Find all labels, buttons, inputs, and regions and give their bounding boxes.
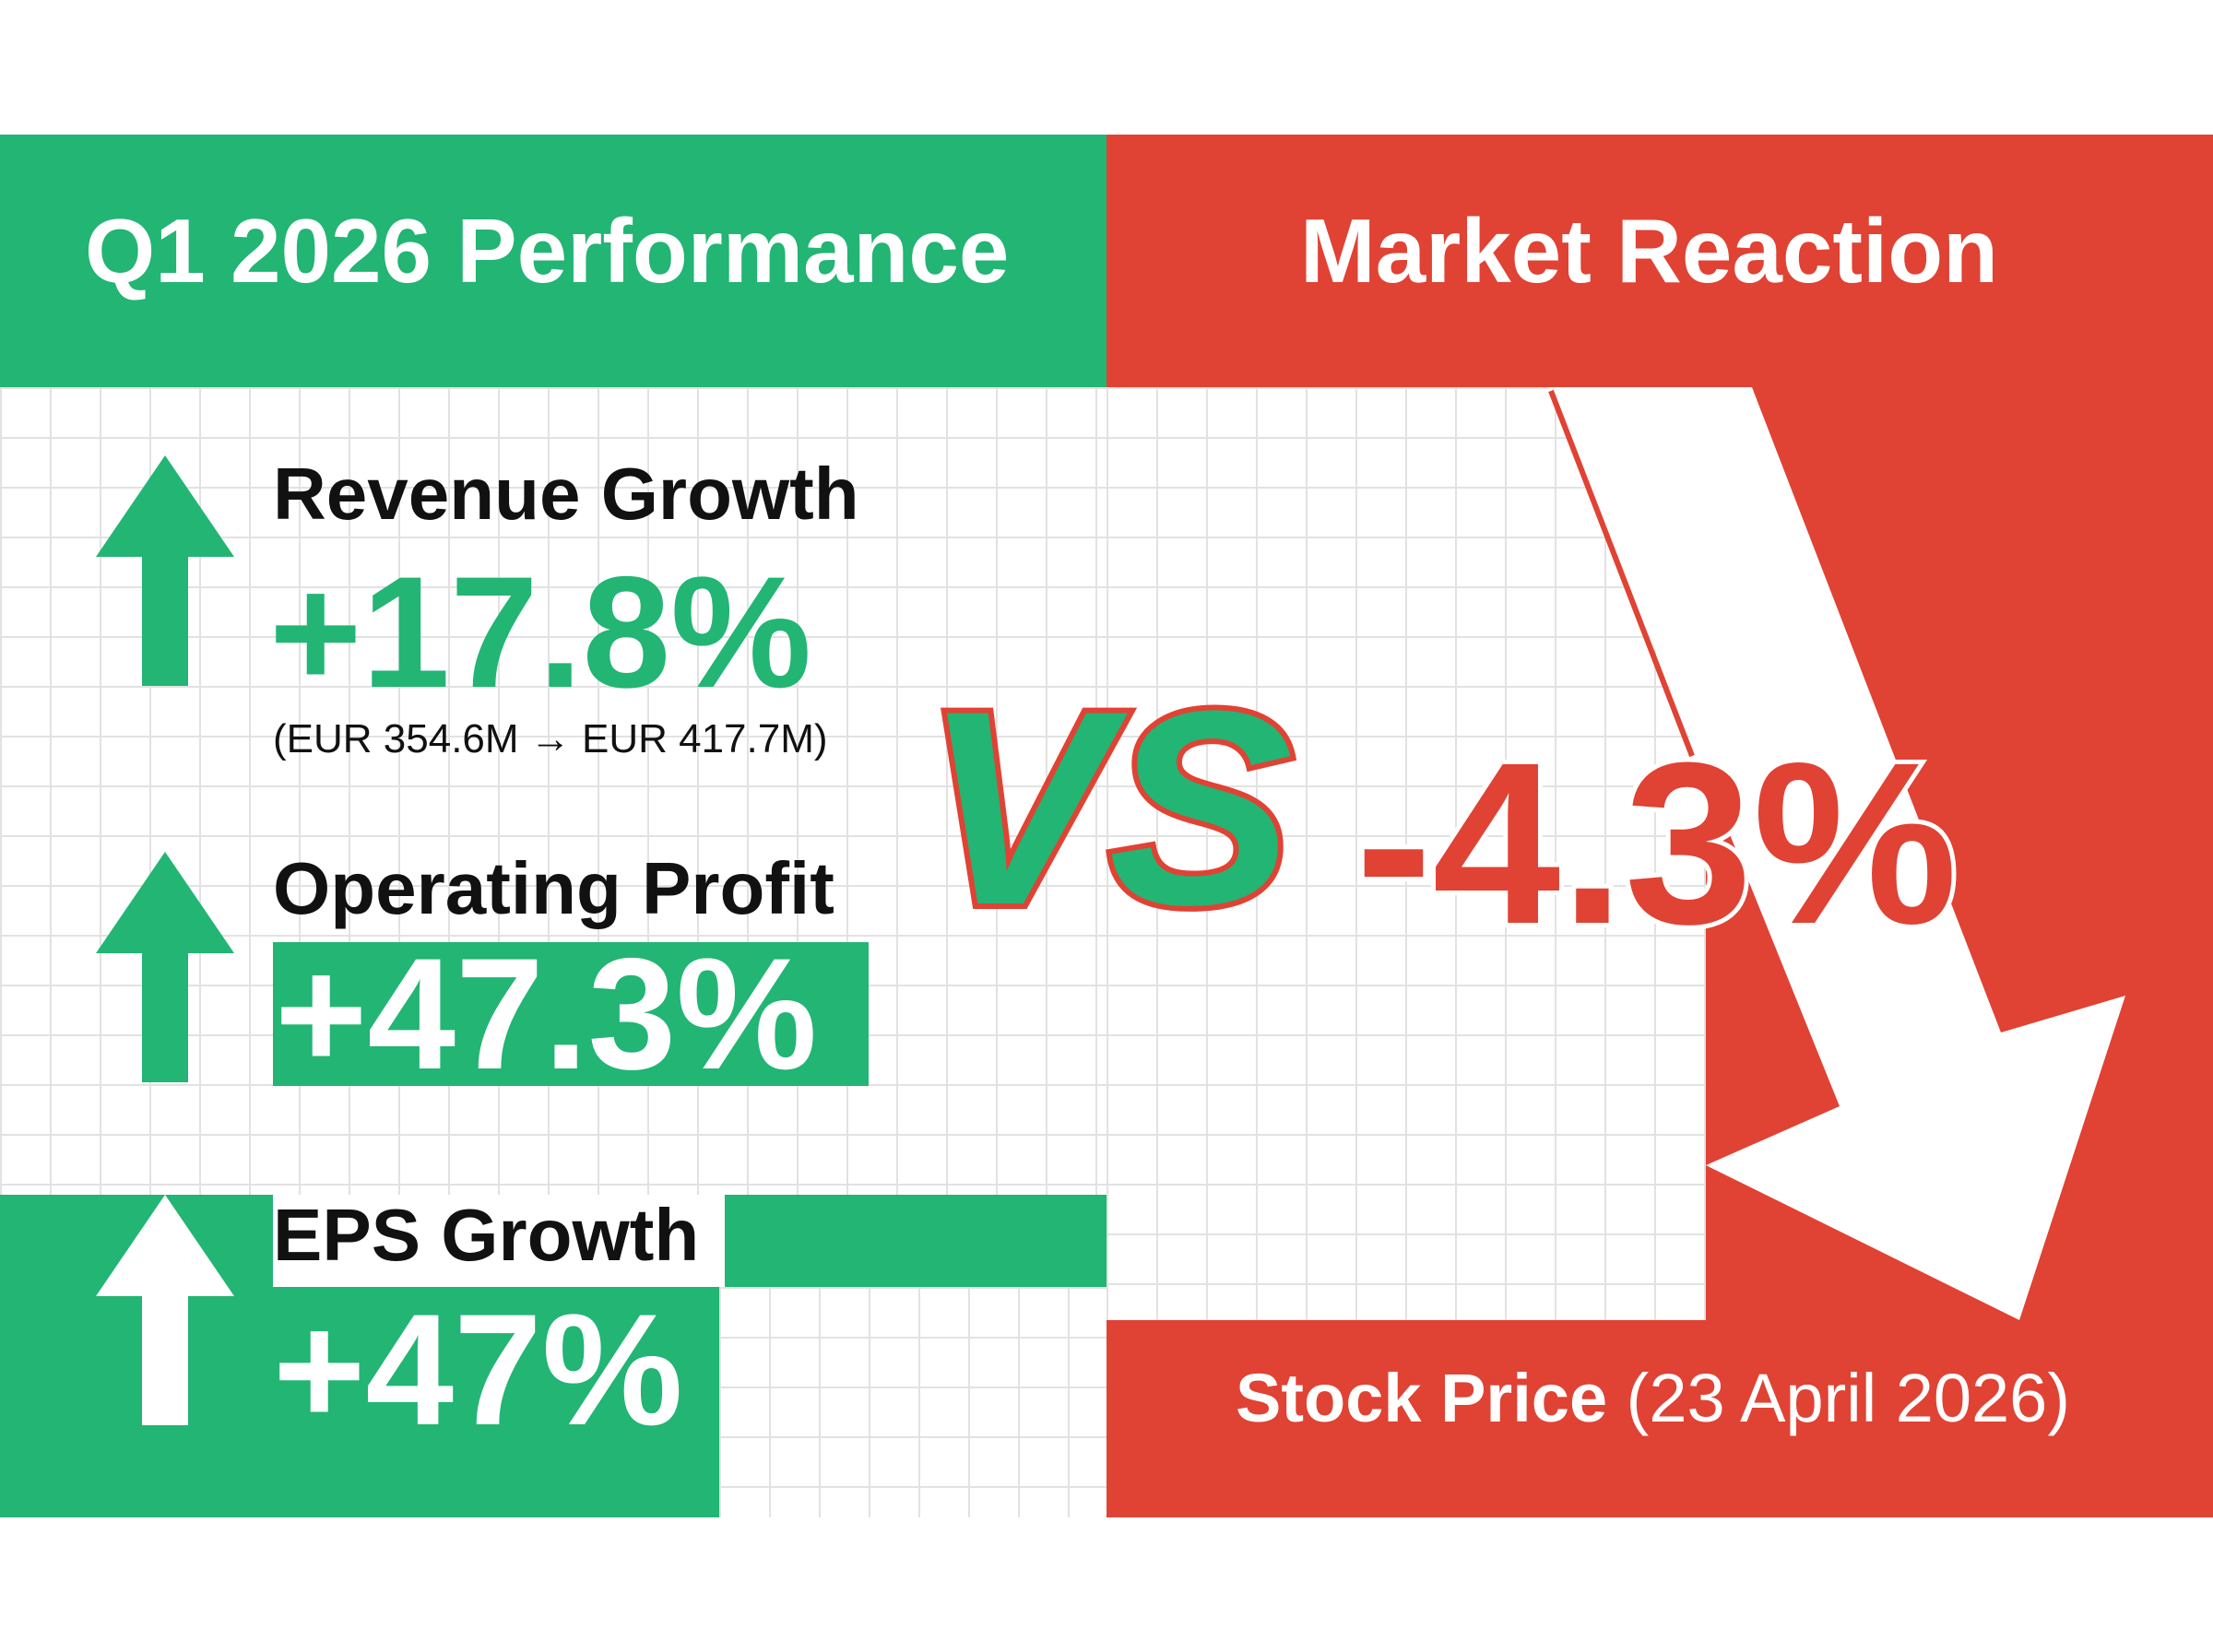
stock-price-date: (23 April 2026) — [1626, 1360, 2070, 1436]
operating-profit-value: +47.3% — [275, 926, 818, 1103]
arrow-up-icon — [96, 852, 234, 1082]
stock-price-caption: Stock Price (23 April 2026) — [1236, 1364, 2070, 1433]
operating-profit-highlight — [273, 942, 869, 1086]
arrow-up-icon — [96, 455, 234, 686]
right-grid-panel — [1106, 387, 1706, 1320]
eps-growth-title: EPS Growth — [273, 1194, 700, 1276]
stock-price-label: Stock Price — [1236, 1360, 1608, 1436]
versus-label: VS — [924, 653, 1295, 962]
right-header-title: Market Reaction — [1300, 200, 1999, 301]
stock-change-value: -4.3% — [1351, 714, 1962, 972]
eps-title-background — [273, 1195, 725, 1287]
revenue-growth-title: Revenue Growth — [273, 453, 859, 535]
versus-badge: VS — [905, 636, 1300, 1023]
left-header-title: Q1 2026 Performance — [85, 200, 1010, 301]
revenue-growth-value: +17.8% — [269, 544, 812, 721]
operating-profit-title: Operating Profit — [273, 847, 834, 929]
revenue-growth-detail: (EUR 354.6M → EUR 417.7M) — [273, 716, 828, 761]
arrow-up-icon — [96, 1195, 234, 1425]
arrow-down-icon — [1531, 387, 2139, 1328]
left-header: Q1 2026 Performance — [0, 135, 1106, 387]
eps-growth-value: +47% — [273, 1281, 683, 1458]
left-bottom-grid-patch — [719, 1287, 1106, 1517]
right-header: Market Reaction — [1106, 135, 2213, 387]
